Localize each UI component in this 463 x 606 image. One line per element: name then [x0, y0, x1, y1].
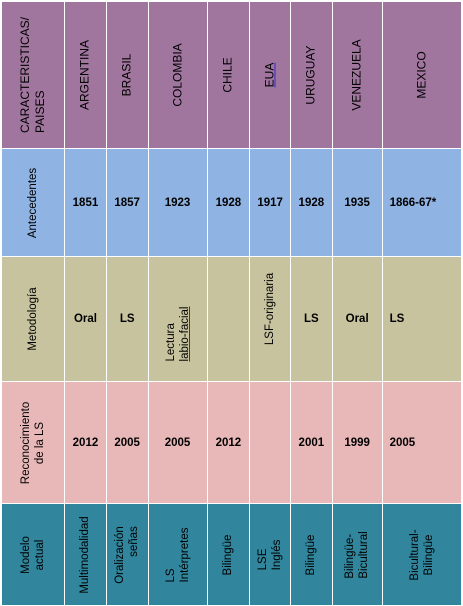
modelo-brasil: Oralización señas	[105, 503, 149, 606]
row-modelo-actual: Modelo actual Multimodalidad Oralización…	[0, 503, 463, 606]
header-row: CARACTERISTICAS/ PAISES ARGENTINA BRASIL…	[0, 1, 463, 149]
antecedentes-colombia: 1923	[147, 148, 208, 257]
row-antecedentes: Antecedentes 1851 1857 1923 1928 1917 19…	[0, 148, 463, 257]
header-country-eua: EUA	[249, 1, 291, 149]
metodologia-mexico: LS	[381, 256, 463, 382]
metodologia-label-cell: Metodología	[0, 256, 66, 382]
modelo-eua: LSE Inglés	[249, 503, 291, 606]
header-label-cell: CARACTERISTICAS/ PAISES	[0, 1, 66, 149]
header-country-venezuela: VENEZUELA	[331, 1, 383, 149]
antecedentes-brasil: 1857	[105, 148, 149, 257]
modelo-label-cell: Modelo actual	[0, 503, 66, 606]
header-label-line2: PAISES	[33, 90, 48, 134]
metodologia-venezuela: Oral	[331, 256, 383, 382]
reconocimiento-argentina: 2012	[64, 381, 107, 504]
metodologia-uruguay: LS	[289, 256, 333, 382]
metodologia-eua: LSF-originaria	[249, 256, 291, 382]
header-country-colombia: COLOMBIA	[147, 1, 208, 149]
antecedentes-mexico: 1866-67*	[381, 148, 463, 257]
reconocimiento-colombia: 2005	[147, 381, 208, 504]
reconocimiento-brasil: 2005	[105, 381, 149, 504]
reconocimiento-uruguay: 2001	[289, 381, 333, 504]
antecedentes-venezuela: 1935	[331, 148, 383, 257]
antecedentes-eua: 1917	[249, 148, 291, 257]
modelo-uruguay: Bilingüe	[289, 503, 333, 606]
header-country-argentina: ARGENTINA	[64, 1, 107, 149]
reconocimiento-label-cell: Reconocimiento de la LS	[0, 381, 66, 504]
reconocimiento-mexico: 2005	[381, 381, 463, 504]
header-country-chile: CHILE	[206, 1, 251, 149]
header-country-mexico: MEXICO	[381, 1, 463, 149]
metodologia-colombia: Lectura labio-facial	[147, 256, 208, 382]
metodologia-argentina: Oral	[64, 256, 107, 382]
antecedentes-label-cell: Antecedentes	[0, 148, 66, 257]
row-metodologia: Metodología Oral LS Lectura labio-facial…	[0, 256, 463, 382]
antecedentes-chile: 1928	[206, 148, 251, 257]
header-country-brasil: BRASIL	[105, 1, 149, 149]
metodologia-chile	[206, 256, 251, 382]
metodologia-brasil: LS	[105, 256, 149, 382]
reconocimiento-venezuela: 1999	[331, 381, 383, 504]
modelo-venezuela: Bilingüe- Bicultural	[331, 503, 383, 606]
modelo-argentina: Multimodalidad	[64, 503, 107, 606]
modelo-chile: Bilingüe	[206, 503, 251, 606]
row-reconocimiento: Reconocimiento de la LS 2012 2005 2005 2…	[0, 381, 463, 504]
antecedentes-uruguay: 1928	[289, 148, 333, 257]
modelo-colombia: LS Intérpretes	[147, 503, 208, 606]
reconocimiento-eua	[249, 381, 291, 504]
modelo-mexico: Bicultural- Bilingüe	[381, 503, 463, 606]
reconocimiento-chile: 2012	[206, 381, 251, 504]
antecedentes-argentina: 1851	[64, 148, 107, 257]
header-country-uruguay: URUGUAY	[289, 1, 333, 149]
header-label-line1: CARACTERISTICAS/	[18, 16, 33, 134]
